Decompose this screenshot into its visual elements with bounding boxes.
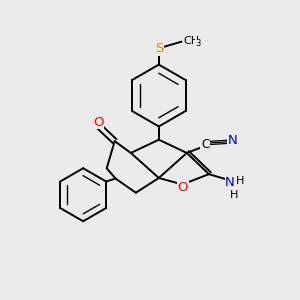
Text: H: H (236, 176, 244, 186)
Text: O: O (178, 182, 188, 194)
Text: C: C (201, 138, 209, 151)
Text: O: O (93, 116, 104, 129)
Text: S: S (154, 42, 163, 55)
Text: N: N (225, 176, 235, 190)
Text: N: N (227, 134, 237, 147)
Text: H: H (230, 190, 239, 200)
Text: CH: CH (183, 36, 199, 46)
Text: 3: 3 (195, 39, 201, 48)
